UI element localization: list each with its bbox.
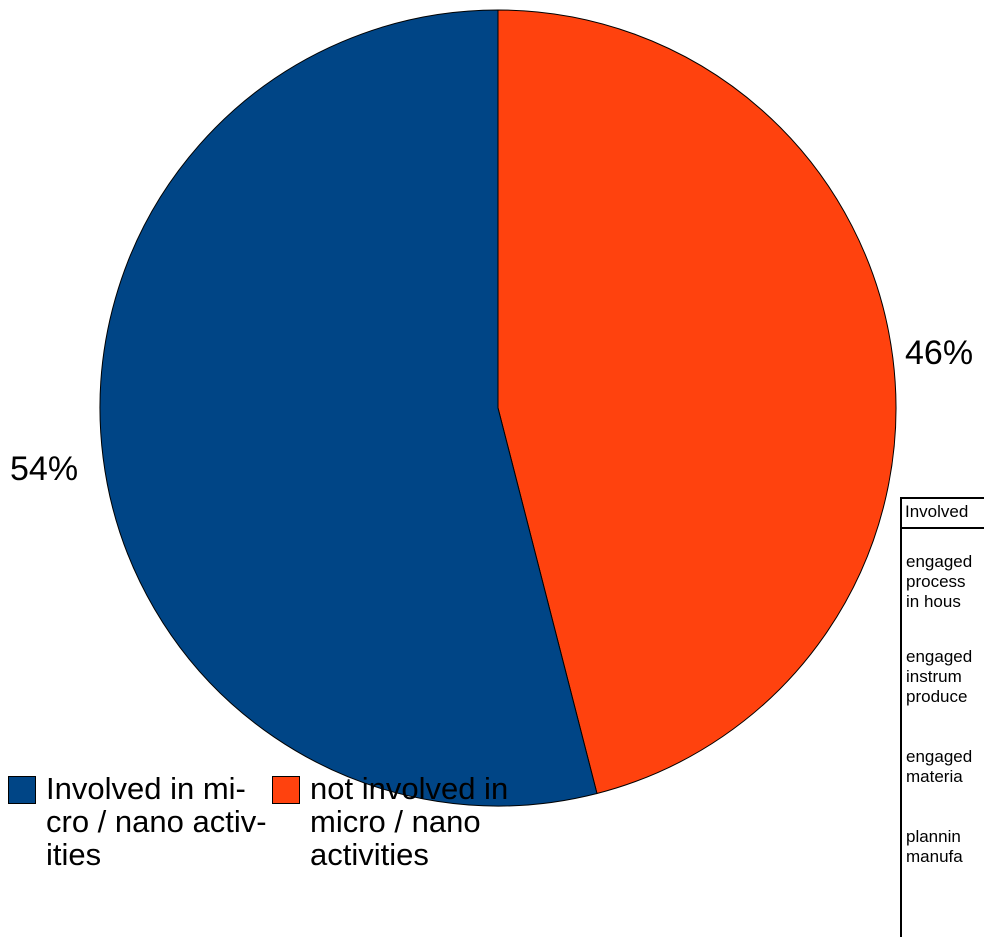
pie-slice-label: 46% xyxy=(905,334,973,372)
legend-item-not-involved: not involved in micro / nano activities xyxy=(272,772,540,871)
side-table: Involved engaged process in hous engaged in… xyxy=(900,497,984,937)
side-table-row: engaged process in hous xyxy=(906,552,973,611)
legend-label-involved: Involved in mi-cro / nano activ-ities xyxy=(46,771,267,872)
legend-item-involved: Involved in mi-cro / nano activ-ities xyxy=(8,772,276,871)
legend-label-not-involved: not involved in micro / nano activities xyxy=(310,771,509,872)
legend-swatch-involved xyxy=(8,776,36,804)
side-table-row: engaged materia xyxy=(906,747,973,786)
side-table-row: engaged instrum produce xyxy=(906,647,973,706)
side-table-row: plannin manufa xyxy=(906,827,963,866)
pie-slice xyxy=(99,9,598,807)
pie-slice xyxy=(497,9,897,795)
side-table-header: Involved xyxy=(902,497,984,529)
legend-swatch-not-involved xyxy=(272,776,300,804)
pie-slice-label: 54% xyxy=(10,450,78,488)
